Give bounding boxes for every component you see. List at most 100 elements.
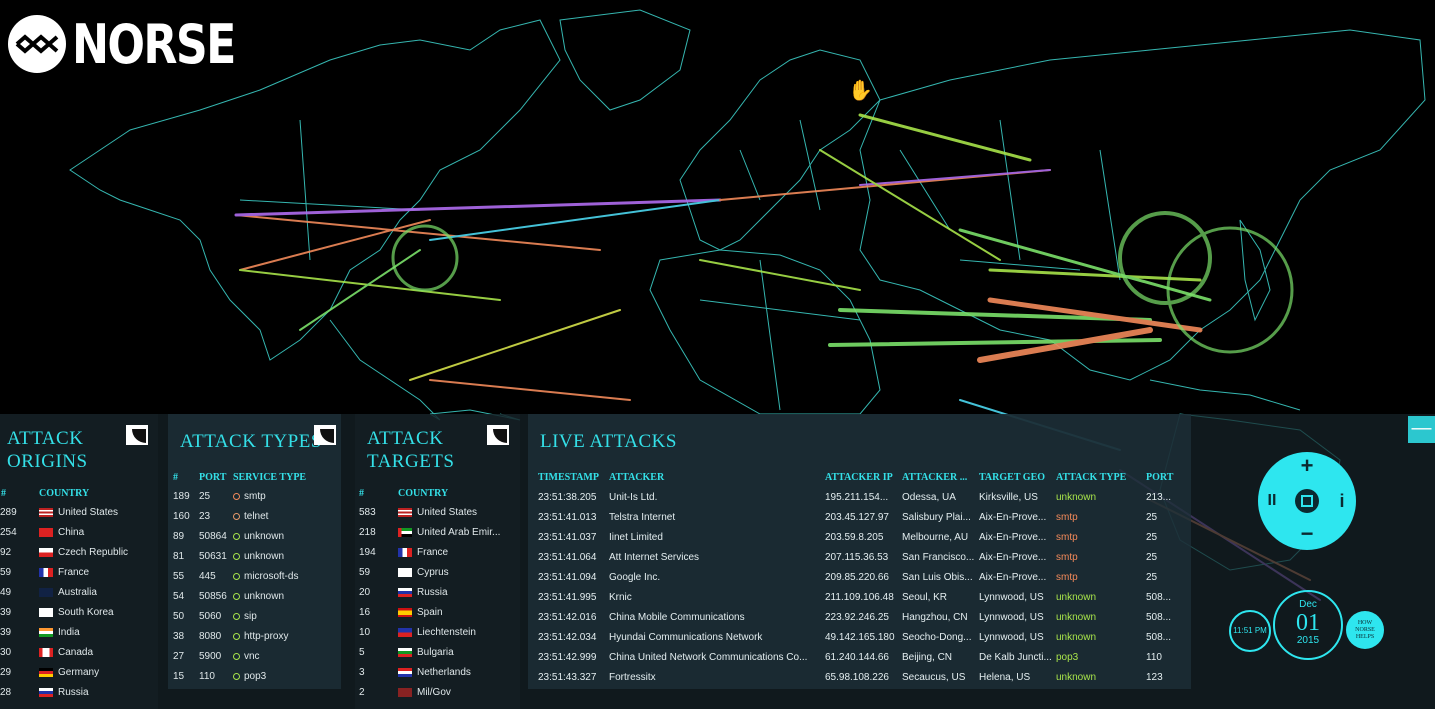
origin-country-name: Germany (58, 667, 100, 678)
target-row: 218 United Arab Emir... (355, 526, 520, 540)
live-ts: 23:51:38.205 (538, 492, 597, 503)
live-target: Aix-En-Prove... (979, 552, 1047, 563)
live-ip: 195.211.154... (825, 492, 889, 503)
live-geo: Seocho-Dong... (902, 632, 972, 643)
attack-arc (858, 113, 1032, 162)
attack-arc (409, 309, 621, 381)
collapse-button[interactable]: — (1408, 416, 1435, 443)
type-count: 38 (173, 631, 185, 642)
live-attack-row: 23:51:41.094 Google Inc. 209.85.220.66 San … (538, 571, 1178, 585)
origin-country-name: Russia (58, 687, 89, 698)
live-column-header[interactable]: TIMESTAMP (538, 472, 599, 483)
service-dot-icon (233, 572, 240, 580)
origin-count: 39 (0, 627, 12, 638)
service-dot-icon (233, 672, 240, 680)
flag-fr-icon (398, 547, 412, 557)
target-country: United Arab Emir... (398, 526, 500, 540)
live-type: unknown (1056, 672, 1097, 683)
attack-arc (987, 297, 1203, 333)
type-service: vnc (233, 650, 260, 664)
target-country-name: Liechtenstein (417, 627, 476, 638)
clock-display: 11:51 PM (1229, 610, 1271, 652)
live-ts: 23:51:41.037 (538, 532, 597, 543)
how-norse-helps-button[interactable]: HOW NORSE HELPS (1346, 611, 1384, 649)
zoom-out-button[interactable]: − (1300, 521, 1314, 546)
expand-corner-icon[interactable] (126, 425, 148, 445)
indonesia-outline (1149, 379, 1301, 411)
map-control-pad[interactable]: + − II i (1258, 452, 1356, 550)
zoom-in-button[interactable]: + (1300, 453, 1314, 478)
live-attack-row: 23:51:41.995 Krnic 211.109.106.48 Seoul, KR… (538, 591, 1178, 605)
service-dot-icon (233, 612, 240, 620)
service-dot-icon (233, 652, 240, 660)
type-service: pop3 (233, 670, 266, 684)
live-ip: 65.98.108.226 (825, 672, 889, 683)
origin-country-name: United States (58, 507, 119, 518)
info-button[interactable]: i (1339, 491, 1345, 511)
target-country: United States (398, 506, 477, 520)
type-count: 81 (173, 551, 185, 562)
type-service: smtp (233, 490, 266, 504)
origin-row: 49 Australia (0, 586, 158, 600)
origin-count: 289 (0, 507, 17, 518)
origin-row: 254 China (0, 526, 158, 540)
live-attacker: China Mobile Communications (609, 612, 745, 623)
live-column-header[interactable]: ATTACKER (609, 472, 665, 483)
country-borders (239, 119, 1121, 411)
flag-cy-icon (398, 567, 412, 577)
expand-corner-icon[interactable] (487, 425, 509, 445)
type-count: 55 (173, 571, 185, 582)
attack-arc (429, 199, 721, 241)
live-column-header[interactable]: PORT (1146, 472, 1174, 483)
live-column-header[interactable]: ATTACKER IP (825, 472, 893, 483)
attack-origins-panel: ATTACK ORIGINS # COUNTRY 289 United State… (0, 414, 158, 709)
live-ip: 207.115.36.53 (825, 552, 889, 563)
origin-count: 28 (0, 687, 12, 698)
type-row: 160 23 telnet (168, 510, 341, 524)
live-target: De Kalb Juncti... (979, 652, 1052, 663)
pause-button[interactable]: II (1267, 492, 1277, 509)
live-geo: Beijing, CN (902, 652, 953, 663)
origin-country: France (39, 566, 89, 580)
expand-corner-icon[interactable] (314, 425, 336, 445)
target-country: Mil/Gov (398, 686, 451, 700)
fullscreen-icon[interactable] (1295, 489, 1319, 513)
flag-in-icon (39, 627, 53, 637)
target-country: Cyprus (398, 566, 449, 580)
live-ip: 203.45.127.97 (825, 512, 889, 523)
target-count: 16 (359, 607, 371, 618)
origin-count: 49 (0, 587, 12, 598)
type-service-name: http-proxy (244, 631, 289, 642)
live-ip: 49.142.165.180 (825, 632, 895, 643)
target-country: France (398, 546, 448, 560)
live-column-header[interactable]: ATTACKER ... (902, 472, 968, 483)
attack-arc (429, 379, 631, 401)
origin-country-name: Australia (58, 587, 97, 598)
live-attacker: Telstra Internet (609, 512, 676, 523)
asia-outline (859, 29, 1426, 381)
live-type: smtp (1056, 572, 1078, 583)
live-geo: San Francisco... (902, 552, 975, 563)
live-column-header[interactable]: ATTACK TYPE (1056, 472, 1127, 483)
live-column-header[interactable]: TARGET GEO (979, 472, 1046, 483)
live-ts: 23:51:42.016 (538, 612, 597, 623)
type-port: 50864 (199, 531, 227, 542)
target-country-name: Cyprus (417, 567, 449, 578)
type-count: 89 (173, 531, 185, 542)
target-count: 218 (359, 527, 376, 538)
target-country-name: Spain (417, 607, 443, 618)
date-day: 01 (1296, 610, 1320, 636)
attack-types-panel: ATTACK TYPES # PORT SERVICE TYPE 189 25 sm… (168, 414, 341, 689)
target-count: 583 (359, 507, 376, 518)
origin-country: South Korea (39, 606, 114, 620)
origin-country-name: China (58, 527, 85, 538)
origin-row: 92 Czech Republic (0, 546, 158, 560)
live-target: Lynnwood, US (979, 612, 1044, 623)
live-attacker: Krnic (609, 592, 632, 603)
type-service: http-proxy (233, 630, 288, 644)
flag-ca-icon (39, 647, 53, 657)
target-count: 5 (359, 647, 365, 658)
flag-de-icon (39, 667, 53, 677)
origin-country: India (39, 626, 80, 640)
